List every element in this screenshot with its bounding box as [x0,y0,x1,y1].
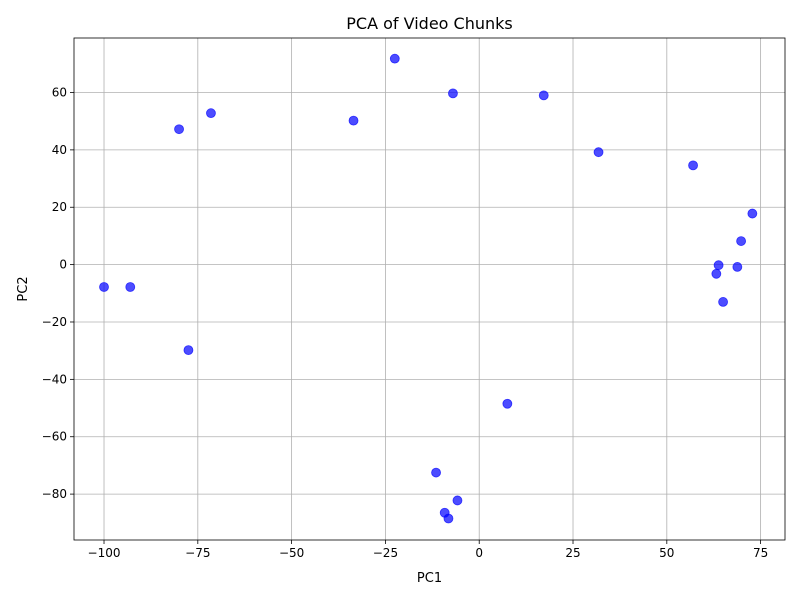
scatter-point [99,282,109,292]
x-tick-label: 25 [565,546,580,560]
data-points [99,53,758,524]
y-tick-label: −80 [42,487,67,501]
scatter-point [348,115,359,126]
scatter-point [538,90,549,101]
scatter-point [502,398,513,409]
scatter-point [206,108,216,119]
scatter-point [736,236,747,246]
y-tick-label: 0 [59,258,67,272]
y-tick-label: 60 [52,86,67,100]
scatter-point [183,345,194,356]
scatter-point [593,147,604,158]
scatter-point [174,124,184,135]
y-tick-label: −20 [42,315,67,329]
y-tick-label: −60 [42,430,67,444]
x-tick-label: 0 [475,546,483,560]
y-axis-label: PC2 [16,276,31,301]
scatter-point [125,282,136,292]
chart-title: PCA of Video Chunks [346,14,512,33]
scatter-point [711,268,722,279]
scatter-point [713,260,724,271]
grid [74,38,785,540]
y-tick-label: −40 [42,372,67,386]
axis-ticks: −100 −75 −50 −25 0 25 50 75 −80 −60 −40 −20 0 20 40 60 [42,86,769,560]
plot-frame [73,37,786,541]
y-tick-label: 20 [52,200,67,214]
x-tick-label: −50 [279,546,304,560]
x-tick-label: −25 [373,546,398,560]
scatter-point [747,208,758,219]
y-tick-label: 40 [52,143,67,157]
scatter-point [448,88,458,99]
scatter-point [718,297,728,307]
scatter-point [431,467,441,478]
x-axis-label: PC1 [417,571,442,586]
scatter-point [389,53,400,64]
x-tick-label: −75 [185,546,210,560]
x-tick-label: 75 [753,546,768,560]
scatter-point [452,495,463,506]
scatter-point [443,513,454,524]
x-tick-label: −100 [88,546,121,560]
scatter-point [688,160,698,171]
scatter-point [732,262,743,272]
x-tick-label: 50 [659,546,674,560]
